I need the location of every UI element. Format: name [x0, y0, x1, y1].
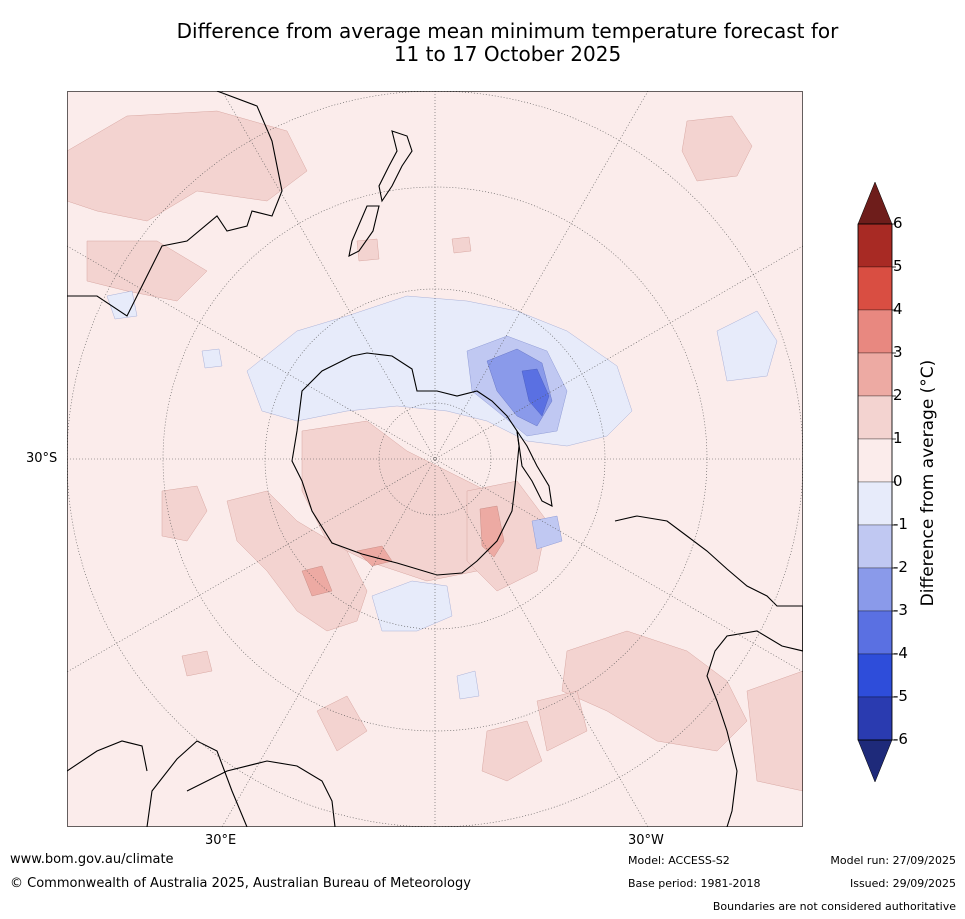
- colorbar-extend-high: [857, 181, 893, 225]
- lon-label-30e: 30°E: [205, 833, 237, 848]
- colorbar-tick-label: -2: [893, 558, 908, 576]
- colorbar-tick-label: -4: [893, 644, 908, 662]
- meridian-150e: [221, 91, 649, 827]
- warm-patch-small-1: [356, 238, 380, 262]
- warm-core-drake: [479, 505, 505, 558]
- warm-patch-south-center: [481, 720, 543, 782]
- warm-patch-small-3: [181, 650, 213, 677]
- cool-patch-small-3: [201, 348, 223, 369]
- madagascar-region: [186, 760, 336, 827]
- warm-core-weddell: [356, 545, 393, 567]
- warm-patch-north-east: [681, 115, 753, 182]
- colorbar-bin: [857, 309, 893, 354]
- antarctica-coast: [291, 352, 520, 576]
- colorbar-tick-label: 2: [893, 386, 903, 404]
- colorbar-tick-label: 0: [893, 472, 903, 490]
- lon-label-30w: 30°W: [628, 833, 664, 848]
- colorbar-tick-label: 5: [893, 257, 903, 275]
- warm-patch-northwest-2: [86, 240, 208, 302]
- lat-label-30s: 30°S: [26, 451, 58, 466]
- colorbar-bin: [857, 610, 893, 655]
- south-america-coast: [614, 515, 803, 827]
- warm-patch-southeast-far: [746, 670, 803, 792]
- colorbar-bin: [857, 524, 893, 569]
- map-title: Difference from average mean minimum tem…: [0, 20, 965, 66]
- warm-patch-northwest: [67, 110, 308, 222]
- colorbar-bin: [857, 653, 893, 698]
- colorbar-bin: [857, 395, 893, 440]
- cool-patch-east: [716, 310, 778, 382]
- colorbar-tick-label: 6: [893, 214, 903, 232]
- new-zealand-north: [378, 130, 413, 203]
- coastlines: [67, 91, 803, 827]
- graticule: [67, 91, 803, 827]
- title-line-2: 11 to 17 October 2025: [393, 42, 622, 66]
- meridian-120w: [67, 245, 803, 673]
- new-zealand-south: [348, 205, 380, 257]
- colorbar-tick-label: -1: [893, 515, 908, 533]
- meridian-120e: [67, 245, 803, 673]
- colorbar-tick-label: 3: [893, 343, 903, 361]
- footer-copyright: © Commonwealth of Australia 2025, Austra…: [10, 876, 471, 891]
- colorbar-bin: [857, 223, 893, 268]
- colorbar-bin: [857, 266, 893, 311]
- colorbar-bin: [857, 567, 893, 612]
- warm-patch-west-ocean: [226, 490, 368, 632]
- warm-anomaly-cores: [301, 505, 505, 597]
- footer-website: www.bom.gov.au/climate: [10, 852, 174, 867]
- colorbar-title: Difference from average (°C): [918, 359, 938, 607]
- cool-mid-peninsula: [531, 515, 563, 550]
- footer-issued: Issued: 29/09/2025: [849, 877, 956, 890]
- warm-patch-southwest: [161, 485, 208, 542]
- colorbar-graphic: [857, 181, 896, 783]
- cool-patch-south: [371, 580, 453, 632]
- warm-patch-small-2: [451, 236, 472, 254]
- africa-southern-tip: [146, 740, 248, 827]
- colorbar-tick-label: -6: [893, 730, 908, 748]
- colorbar: [857, 181, 896, 783]
- footer-model-run: Model run: 27/09/2025: [830, 854, 956, 867]
- warm-patch-south-america-east: [561, 630, 748, 752]
- africa-east: [67, 740, 148, 772]
- footer-base-period: Base period: 1981-2018: [628, 877, 761, 890]
- map-frame: [67, 91, 803, 827]
- title-line-1: Difference from average mean minimum tem…: [176, 19, 839, 43]
- colorbar-extend-low: [857, 739, 893, 783]
- meridian-150w: [221, 91, 649, 827]
- colorbar-bin: [857, 438, 893, 483]
- cool-core-center: [521, 368, 550, 417]
- warm-patch-south-east: [536, 690, 588, 752]
- cool-patch-small-1: [456, 670, 480, 700]
- colorbar-tick-label: 4: [893, 300, 903, 318]
- footer-model: Model: ACCESS-S2: [628, 854, 730, 867]
- colorbar-bin: [857, 696, 893, 741]
- antarctic-peninsula: [516, 430, 553, 507]
- warm-patch-africa-south: [316, 695, 368, 752]
- colorbar-tick-label: -3: [893, 601, 908, 619]
- colorbar-tick-label: -5: [893, 687, 908, 705]
- cool-anomaly-core: [521, 368, 550, 417]
- polar-stereographic-map: [67, 91, 803, 827]
- colorbar-bin: [857, 352, 893, 397]
- colorbar-bin: [857, 481, 893, 526]
- australia-coast: [67, 91, 283, 317]
- map-canvas: [67, 91, 803, 827]
- footer-disclaimer: Boundaries are not considered authoritat…: [712, 900, 956, 913]
- colorbar-tick-label: 1: [893, 429, 903, 447]
